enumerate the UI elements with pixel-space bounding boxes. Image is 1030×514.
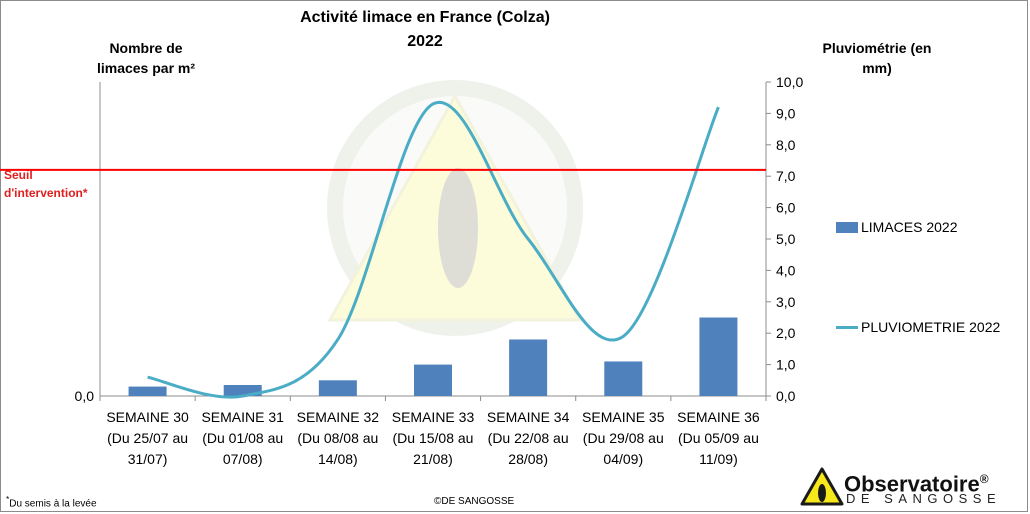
copyright: ©DE SANGOSSE (434, 496, 515, 507)
legend-label-limaces: LIMACES 2022 (861, 219, 958, 235)
x-tick-label: (Du 25/07 au (107, 430, 188, 446)
brand-logo: Observatoire® DE SANGOSSE (800, 466, 1028, 510)
brand-logo-sub: DE SANGOSSE (846, 491, 1002, 506)
bar-limaces (414, 364, 452, 396)
x-tick-label: SEMAINE 31 (201, 409, 284, 425)
line-pluviometrie (147, 100, 720, 399)
brand-logo-registered: ® (979, 472, 989, 486)
footnote-mark: * (6, 494, 10, 504)
legend-swatch-limaces (836, 221, 858, 233)
bar-limaces (699, 317, 738, 396)
x-tick-label: 07/08) (223, 451, 263, 467)
bar-limaces (223, 385, 262, 396)
left-tick-label: 0,0 (75, 388, 95, 404)
x-tick-label: 21/08) (413, 451, 453, 467)
bar-limaces (318, 380, 357, 396)
threshold-label-line2: d'intervention* (4, 186, 88, 200)
x-tick-label: SEMAINE 32 (297, 409, 380, 425)
right-tick-label: 7,0 (776, 168, 796, 184)
chart-subtitle: 2022 (407, 33, 443, 50)
right-tick-label: 10,0 (776, 74, 803, 90)
x-tick-label: (Du 01/08 au (202, 430, 283, 446)
x-tick-label: SEMAINE 30 (106, 409, 189, 425)
legend-item-pluviometrie: PLUVIOMETRIE 2022 (836, 319, 1000, 335)
left-axis-label: Nombre de limaces par m² (96, 40, 196, 76)
threshold-label: Seuil d'intervention* (4, 166, 114, 202)
chart-title-text: Activité limace en France (Colza) (300, 9, 550, 26)
bar-limaces (604, 361, 643, 396)
x-tick-label: SEMAINE 35 (582, 409, 665, 425)
x-tick-label: 14/08) (318, 451, 358, 467)
x-tick-label: SEMAINE 33 (392, 409, 475, 425)
x-tick-label: 31/07) (128, 451, 168, 467)
right-tick-label: 0,0 (776, 388, 796, 404)
bar-limaces (509, 339, 548, 396)
right-axis-label: Pluviométrie (en mm) (822, 40, 932, 76)
right-tick-label: 4,0 (776, 262, 796, 278)
x-tick-label: SEMAINE 36 (677, 409, 760, 425)
x-tick-label: (Du 08/08 au (297, 430, 378, 446)
x-tick-label: 11/09) (699, 451, 738, 467)
x-tick-label: (Du 29/08 au (583, 430, 664, 446)
x-tick-label: SEMAINE 34 (487, 409, 570, 425)
right-tick-label: 2,0 (776, 325, 796, 341)
watermark-logo (327, 80, 583, 336)
x-tick-label: (Du 15/08 au (393, 430, 474, 446)
footnote-text: Du semis à la levée (9, 498, 97, 510)
bar-limaces (128, 386, 167, 396)
threshold-label-line1: Seuil (4, 168, 33, 182)
brand-logo-name-text: Observatoire (844, 471, 980, 497)
legend-swatch-pluviometrie (836, 325, 858, 329)
x-tick-label: (Du 22/08 au (488, 430, 569, 446)
x-tick-label: 28/08) (508, 451, 548, 467)
x-tick-label: 04/09) (603, 451, 643, 467)
brand-logo-icon (800, 467, 844, 506)
x-tick-label: (Du 05/09 au (678, 430, 759, 446)
right-tick-label: 5,0 (776, 231, 796, 247)
chart-title: Activité limace en France (Colza) 2022 (230, 6, 620, 54)
footnote: *Du semis à la levée (6, 494, 97, 509)
right-tick-label: 1,0 (776, 357, 796, 373)
legend-item-limaces: LIMACES 2022 (836, 219, 958, 235)
brand-logo-name: Observatoire® (844, 466, 989, 497)
right-tick-label: 3,0 (776, 294, 796, 310)
right-tick-label: 8,0 (776, 137, 796, 153)
right-tick-label: 9,0 (776, 105, 796, 121)
legend-label-pluviometrie: PLUVIOMETRIE 2022 (861, 319, 1001, 335)
right-tick-label: 6,0 (776, 200, 796, 216)
